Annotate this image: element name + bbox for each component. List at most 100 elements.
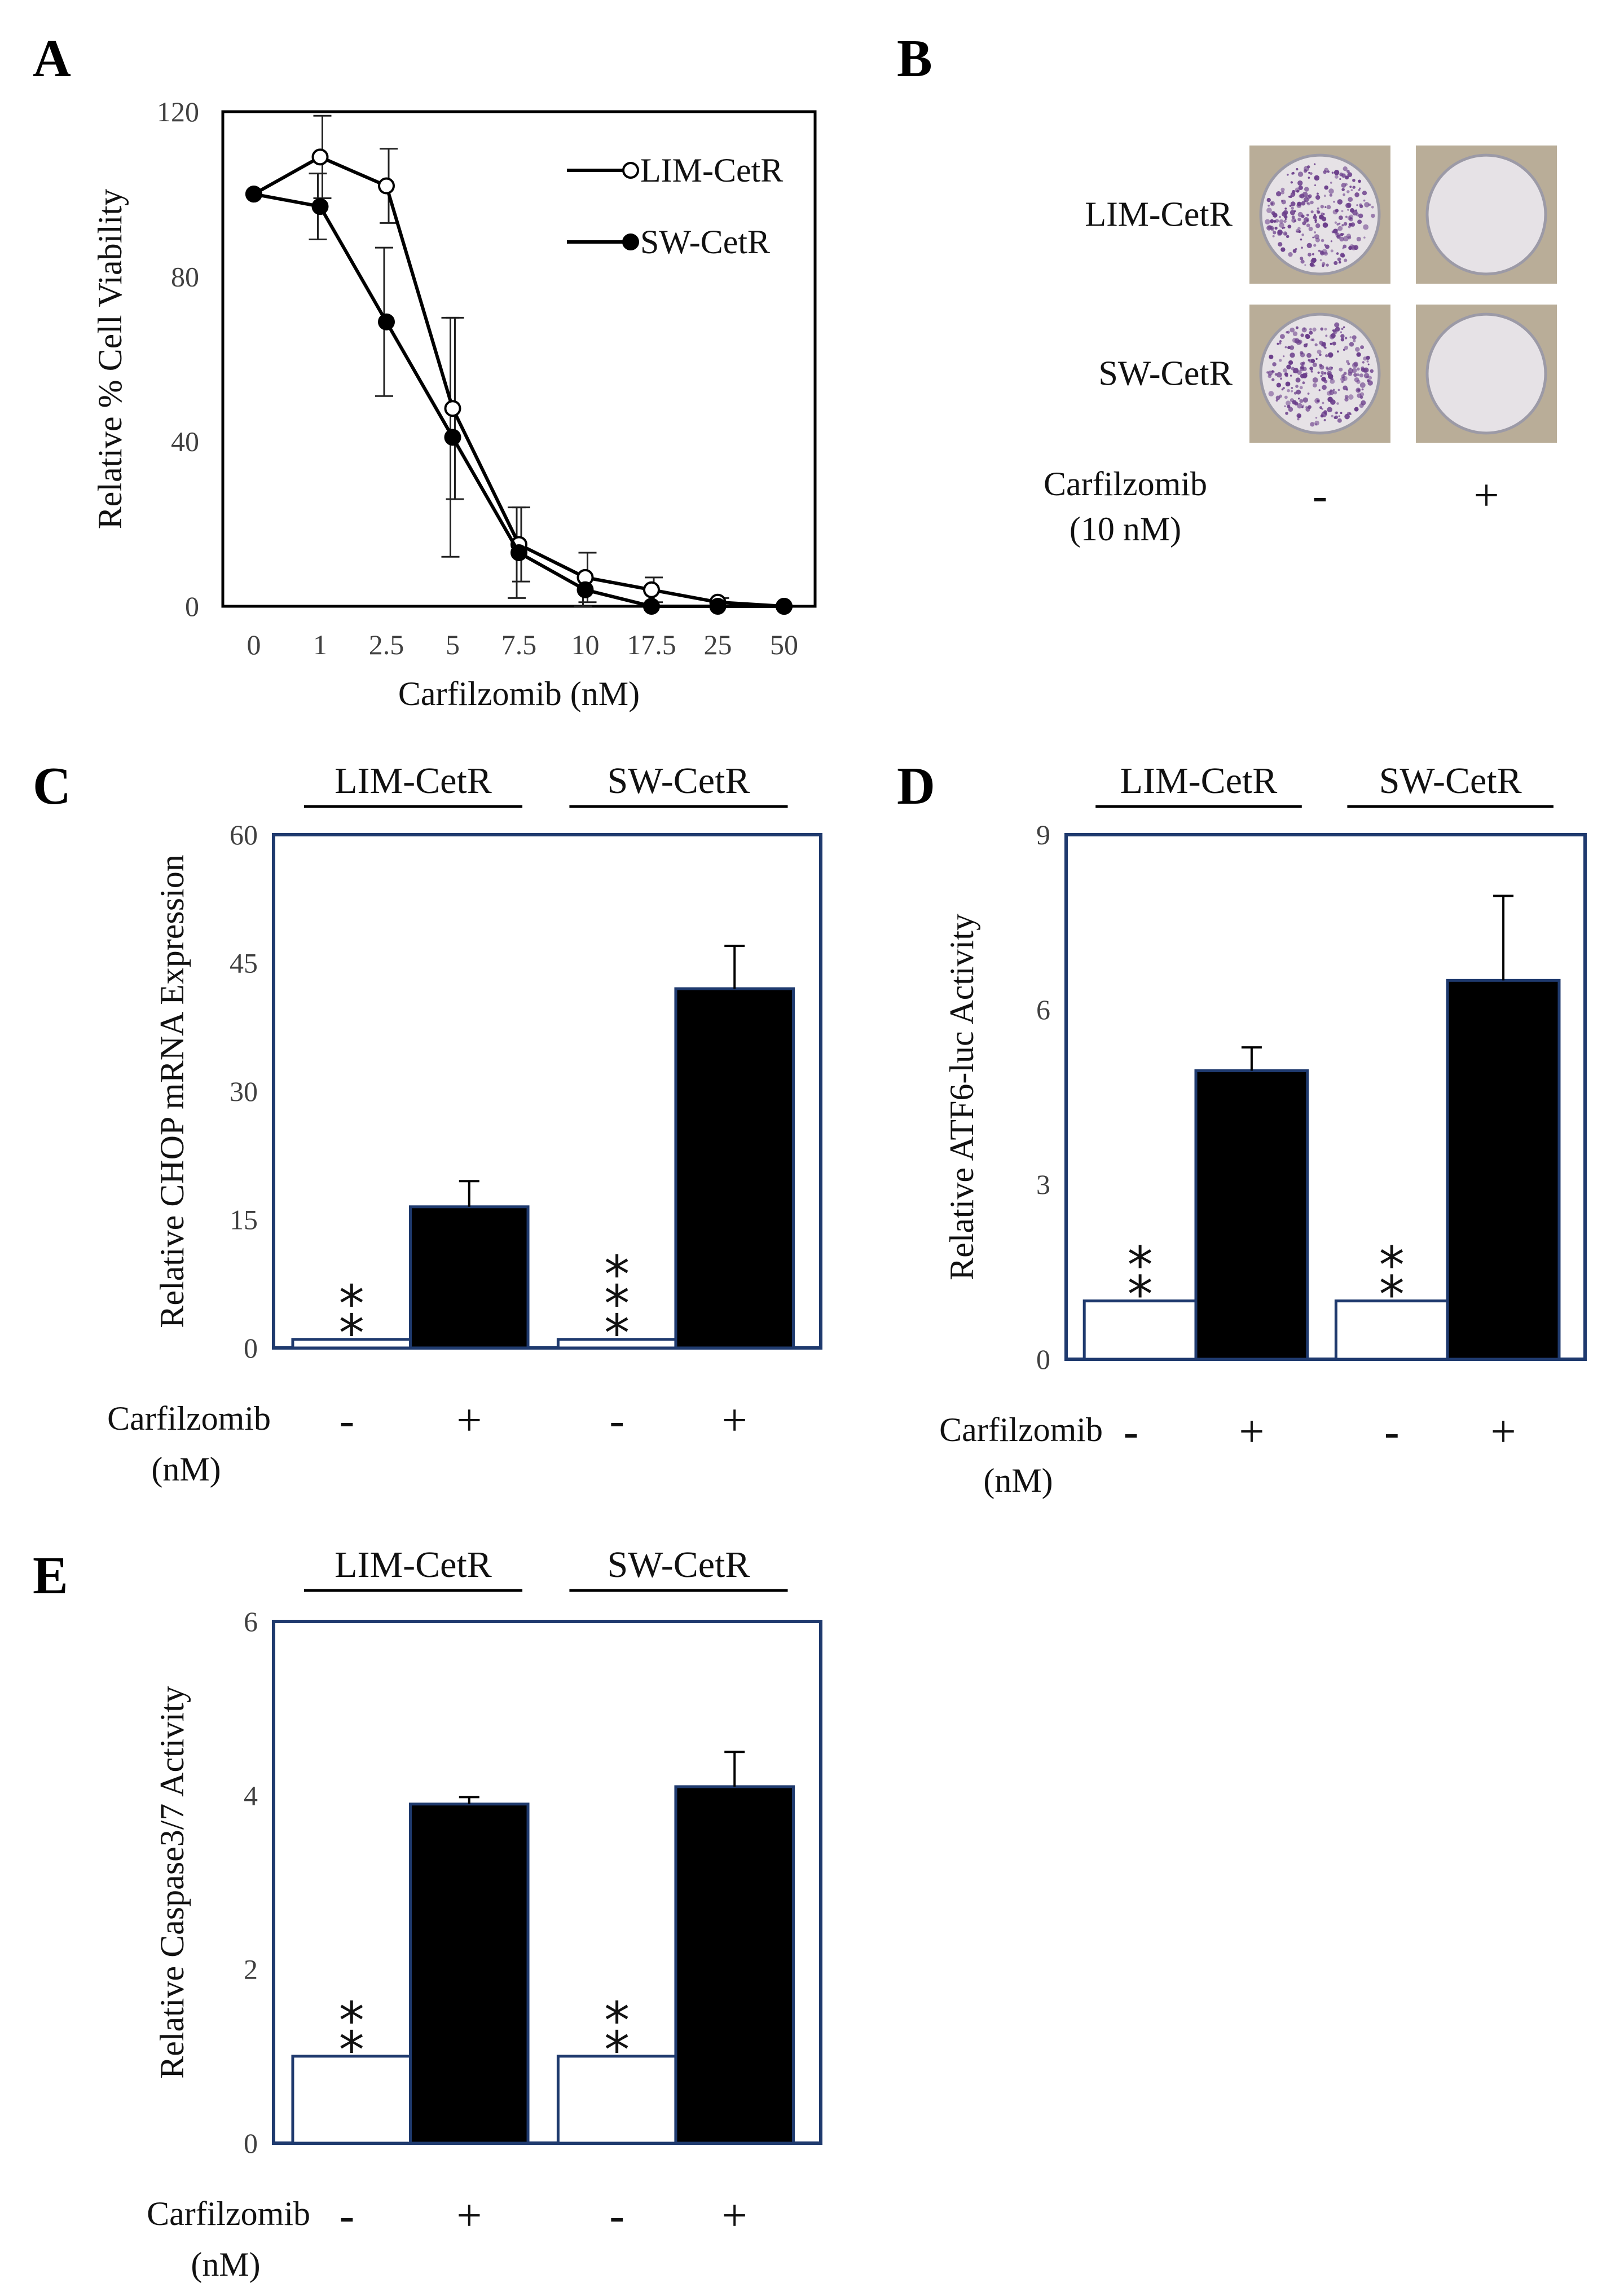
colony <box>1323 195 1326 197</box>
colony <box>1340 337 1345 342</box>
colony <box>1343 372 1347 375</box>
colony <box>1343 166 1348 171</box>
colony <box>1352 210 1358 216</box>
colony <box>1367 363 1370 365</box>
colony <box>1348 371 1353 376</box>
colony <box>1335 411 1339 415</box>
x-axis-label: Carfilzomib (nM) <box>398 675 640 712</box>
colony <box>1297 217 1301 222</box>
colony <box>1336 223 1339 226</box>
well-dish <box>1425 153 1547 276</box>
colony <box>1310 200 1314 205</box>
colony <box>1300 238 1302 241</box>
colony <box>1298 340 1302 344</box>
colony <box>1296 168 1299 171</box>
colony <box>1337 389 1340 391</box>
colony <box>1287 346 1291 350</box>
colony <box>1270 202 1274 205</box>
colony <box>1334 221 1337 224</box>
colony <box>1359 373 1364 378</box>
axes-frame <box>221 110 817 608</box>
colony <box>1356 204 1358 206</box>
colony <box>1275 219 1279 223</box>
colony <box>1312 377 1318 383</box>
treatment-label: Carfilzomib <box>939 1411 1103 1448</box>
colony <box>1319 259 1322 262</box>
colony <box>1291 387 1293 389</box>
colony <box>1277 342 1279 345</box>
colony <box>1287 173 1289 176</box>
colony <box>1287 389 1290 393</box>
colony <box>1292 371 1295 373</box>
colony <box>1306 223 1310 227</box>
colony <box>1330 240 1333 243</box>
colony <box>1280 247 1286 252</box>
colony <box>1306 352 1311 358</box>
colony <box>1331 171 1334 174</box>
group-label: LIM-CetR <box>1120 760 1278 801</box>
colony <box>1301 327 1307 333</box>
colony <box>1336 252 1339 255</box>
significance-star: * <box>1128 1236 1153 1295</box>
colony <box>1270 219 1274 223</box>
x-tick-label: 25 <box>704 629 732 660</box>
colony <box>1327 352 1333 358</box>
bar-sw-treated <box>674 1785 795 2145</box>
colony <box>1314 398 1321 404</box>
colony <box>1320 375 1322 377</box>
group-label: SW-CetR <box>607 1544 750 1585</box>
colony <box>1359 382 1366 388</box>
y-axis-label: Relative Caspase3/7 Activity <box>153 1686 191 2079</box>
group-label: LIM-CetR <box>335 760 492 801</box>
colony <box>1341 224 1344 227</box>
colony <box>1321 371 1324 374</box>
colony <box>1363 236 1366 239</box>
colony <box>1306 202 1309 205</box>
colony <box>1315 417 1318 419</box>
panel-letter-c: C <box>33 757 71 816</box>
colony <box>1321 408 1323 410</box>
colony <box>1289 345 1295 350</box>
colony <box>1302 397 1309 403</box>
colony <box>1368 203 1371 206</box>
colony <box>1357 393 1362 398</box>
colony <box>1270 228 1275 232</box>
significance-star: * <box>604 1245 630 1305</box>
colony <box>1309 328 1312 331</box>
colony <box>1323 346 1326 349</box>
y-tick-label: 30 <box>230 1076 258 1107</box>
legend-marker <box>622 162 639 179</box>
colony <box>1334 322 1340 328</box>
colony <box>1266 197 1271 202</box>
colony <box>1348 246 1353 250</box>
colony <box>1312 362 1317 367</box>
y-tick-label: 2 <box>244 1954 258 1985</box>
colony <box>1321 239 1324 243</box>
colony <box>1291 172 1294 175</box>
data-point <box>311 198 329 215</box>
colony <box>1299 399 1304 403</box>
significance-star: * <box>1379 1266 1405 1325</box>
colony <box>1355 347 1360 352</box>
colony <box>1279 342 1282 345</box>
colony <box>1350 189 1353 191</box>
colony <box>1299 386 1303 390</box>
colony <box>1297 171 1304 177</box>
colony <box>1341 183 1346 188</box>
colony <box>1334 415 1339 420</box>
treatment-marker: - <box>1384 1407 1399 1457</box>
colony <box>1290 181 1293 184</box>
colony <box>1348 197 1353 202</box>
colony <box>1340 412 1343 415</box>
colony <box>1286 364 1291 369</box>
colony <box>1348 223 1352 226</box>
colony <box>1345 360 1349 363</box>
colony <box>1316 192 1319 195</box>
colony <box>1349 336 1352 338</box>
y-axis-label: Relative CHOP mRNA Expression <box>153 854 191 1328</box>
colony <box>1347 209 1349 211</box>
colony <box>1271 211 1275 215</box>
colony <box>1305 343 1308 346</box>
colony <box>1344 337 1348 340</box>
